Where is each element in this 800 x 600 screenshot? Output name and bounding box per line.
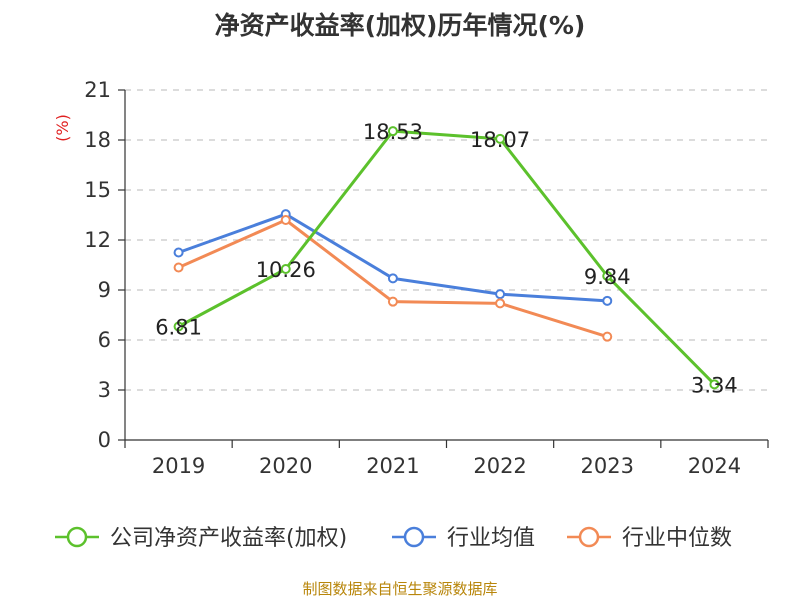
x-tick-label: 2021 [366, 454, 419, 478]
data-label: 3.34 [691, 373, 738, 397]
data-label: 18.53 [363, 120, 423, 144]
series-line-0 [177, 129, 716, 386]
data-point [602, 295, 613, 306]
series-line-1 [178, 212, 608, 303]
data-label: 6.81 [155, 316, 202, 340]
y-tick-label: 15 [84, 178, 111, 202]
series-layer [173, 126, 720, 390]
legend-label: 行业中位数 [622, 526, 732, 551]
data-point [387, 126, 398, 137]
legend-marker [403, 526, 425, 548]
data-label: 10.26 [256, 258, 316, 282]
data-point [602, 331, 613, 342]
data-label: 9.84 [584, 265, 631, 289]
data-point [387, 296, 398, 307]
y-tick-label: 0 [98, 428, 111, 452]
x-tick-label: 2023 [581, 454, 634, 478]
legend-marker [578, 526, 600, 548]
x-tick-label: 2022 [473, 454, 526, 478]
x-tick-label: 2020 [259, 454, 312, 478]
data-point [173, 262, 184, 273]
data-point [709, 379, 720, 390]
legend-label: 公司净资产收益率(加权) [110, 526, 347, 551]
data-point [602, 271, 613, 281]
y-tick-label: 6 [98, 328, 111, 352]
data-point [280, 215, 291, 225]
source-note: 制图数据来自恒生聚源数据库 [302, 580, 498, 598]
y-tick-label: 3 [98, 378, 111, 402]
axes: 0 3 6 9 12 15 18 21 (%) 2019 2020 2021 2022 2023 2024 [53, 78, 769, 478]
y-tick-label: 9 [98, 278, 111, 302]
data-point [495, 298, 506, 309]
y-tick-label: 18 [84, 128, 111, 152]
data-point [173, 247, 184, 258]
x-tick-label: 2019 [152, 454, 205, 478]
x-tick-label: 2024 [688, 454, 741, 478]
data-point [173, 321, 184, 332]
y-tick-label: 21 [84, 78, 111, 102]
data-labels: 6.81 10.26 18.53 18.07 9.84 3.34 [155, 120, 738, 397]
data-label: 18.07 [470, 128, 530, 152]
chart-title: 净资产收益率(加权)历年情况(%) [214, 11, 586, 40]
data-point [387, 273, 398, 284]
legend-label: 行业均值 [447, 526, 535, 551]
y-tick-label: 12 [84, 228, 111, 252]
data-point [495, 289, 506, 300]
legend-marker [66, 526, 88, 548]
data-point [495, 133, 506, 144]
legend[interactable]: 公司净资产收益率(加权) 行业均值 行业中位数 [55, 526, 732, 551]
data-point [280, 264, 291, 274]
y-axis-unit-label: (%) [53, 114, 72, 142]
